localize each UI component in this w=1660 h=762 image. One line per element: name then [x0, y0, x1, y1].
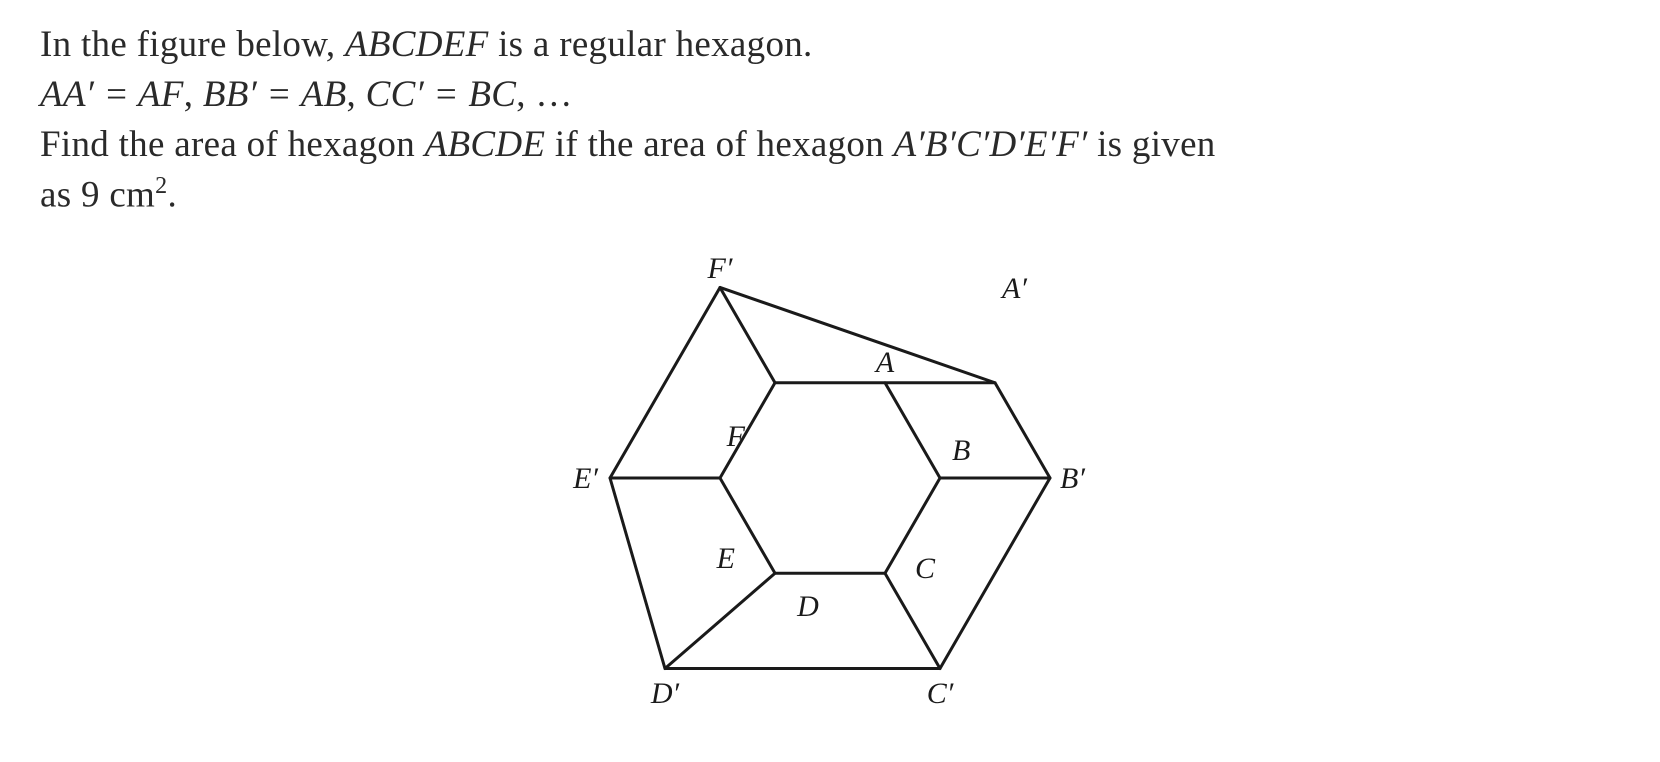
- eq-bb: BB′ = AB: [203, 74, 347, 115]
- svg-text:C: C: [915, 552, 936, 585]
- problem-line-2: AA′ = AF, BB′ = AB, CC′ = BC, …: [40, 70, 1620, 120]
- svg-text:A: A: [874, 346, 895, 379]
- svg-text:F′: F′: [707, 252, 733, 285]
- page: In the figure below, ABCDEF is a regular…: [0, 0, 1660, 762]
- figure-container: A B C D E F A′ B′ C′ D′ E′ F′: [40, 228, 1620, 733]
- hexagon-big: A′B′C′D′E′F′: [894, 124, 1088, 165]
- problem-statement: In the figure below, ABCDEF is a regular…: [40, 20, 1620, 220]
- text: In the figure below,: [40, 24, 345, 65]
- svg-text:B′: B′: [1060, 462, 1085, 495]
- problem-line-3: Find the area of hexagon ABCDE if the ar…: [40, 120, 1620, 170]
- problem-line-4: as 9 cm2.: [40, 170, 1620, 220]
- problem-line-1: In the figure below, ABCDEF is a regular…: [40, 20, 1620, 70]
- eq-aa: AA′ = AF: [40, 74, 184, 115]
- svg-text:D: D: [796, 590, 819, 623]
- svg-text:E: E: [716, 542, 735, 575]
- eq-cc: CC′ = BC: [366, 74, 517, 115]
- svg-text:D′: D′: [650, 677, 680, 710]
- hexagon-figure: A B C D E F A′ B′ C′ D′ E′ F′: [570, 228, 1090, 728]
- svg-text:C′: C′: [927, 677, 954, 710]
- svg-text:E′: E′: [572, 462, 598, 495]
- hexagon-small: ABCDE: [425, 124, 546, 165]
- svg-text:B: B: [952, 434, 970, 467]
- svg-text:A′: A′: [1000, 272, 1027, 305]
- text: is a regular hexagon.: [489, 24, 813, 65]
- hexagon-name: ABCDEF: [345, 24, 489, 65]
- svg-text:F: F: [726, 420, 746, 453]
